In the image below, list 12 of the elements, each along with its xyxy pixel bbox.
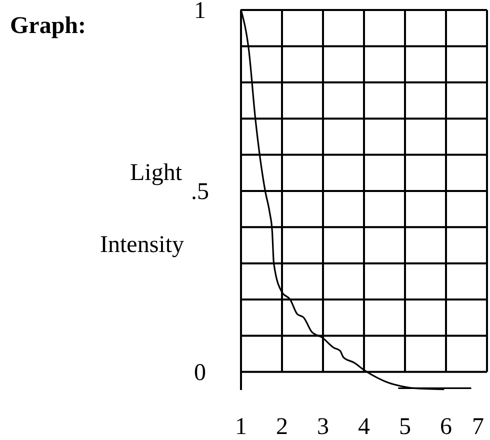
x-tick-label: 2 [276,414,288,440]
y-tick-label: .5 [191,178,209,205]
x-tick-label: 3 [317,414,329,440]
text: Graph: [10,13,86,39]
x-tick-label: 6 [440,414,452,440]
x-tick-label: 4 [358,414,370,440]
y-tick-label: 0 [194,360,206,386]
y-tick-label: 1 [194,0,206,24]
x-tick-label: 5 [399,414,411,440]
x-tick-label: 1 [235,414,247,440]
text: Light Intensity [100,160,184,258]
x-tick-label: 7 [472,414,484,440]
